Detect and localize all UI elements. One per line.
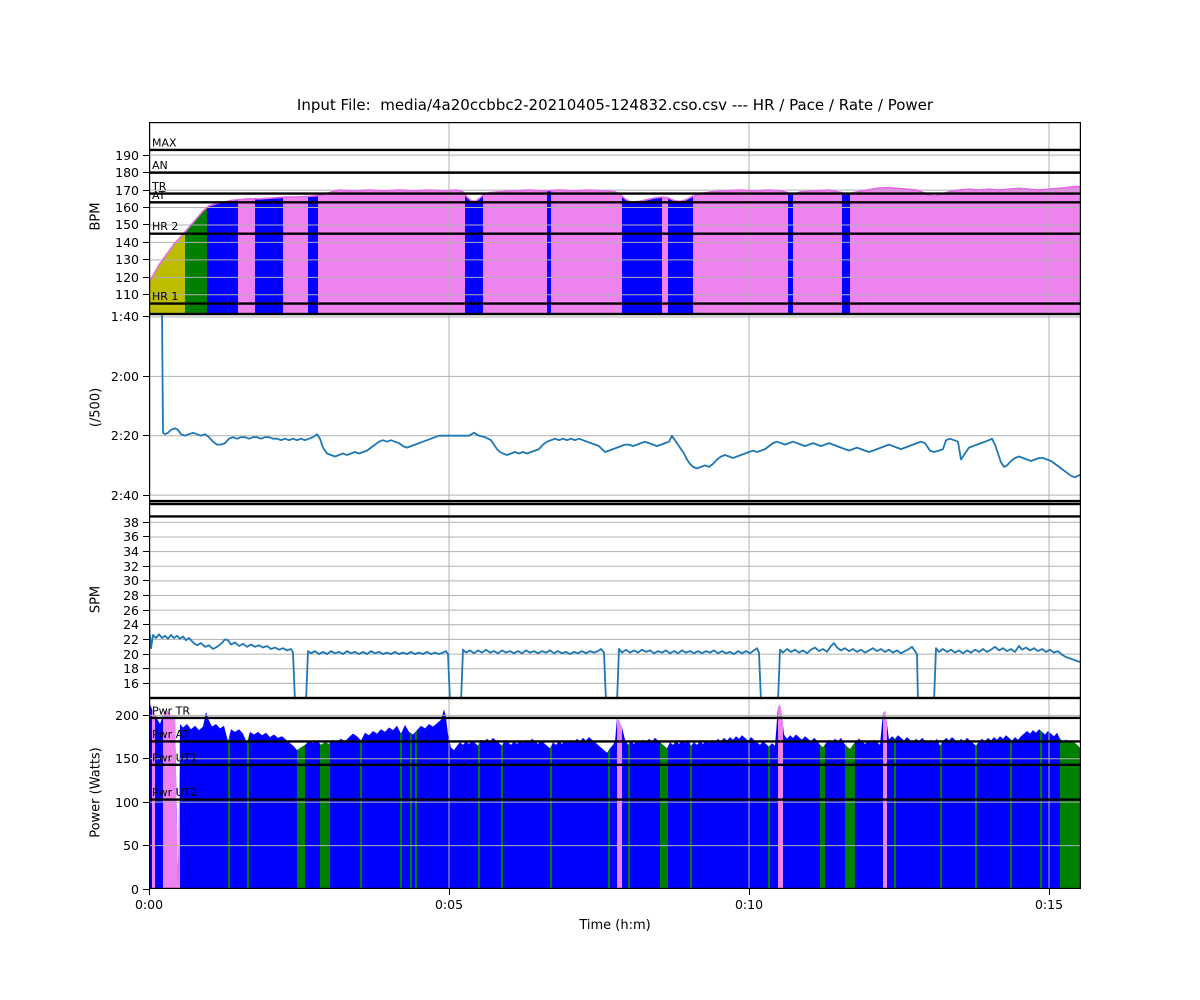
power-ytick-mark [143, 714, 149, 716]
stroke-rate-line [149, 623, 1081, 698]
x-tick-label: 0:10 [734, 897, 764, 912]
heart-rate-zone-label: HR 1 [152, 290, 178, 303]
heart-rate-ytick-label: 110 [115, 287, 139, 303]
stroke-rate-ytick-mark [143, 521, 149, 523]
heart-rate-ytick-label: 140 [115, 234, 139, 250]
stroke-rate-ytick-label: 30 [123, 573, 139, 589]
heart-rate-zone-label: AN [152, 159, 168, 172]
heart-rate-ytick-mark [143, 241, 149, 243]
power-ytick-mark [143, 801, 149, 803]
heart-rate-ytick-mark [143, 207, 149, 209]
pace-ytick-mark [143, 435, 149, 437]
x-tick-mark [748, 889, 750, 895]
power-ytick-mark [143, 845, 149, 847]
stroke-rate-ytick-label: 26 [123, 602, 139, 618]
stroke-rate-ytick-label: 28 [123, 588, 139, 603]
heart-rate-ytick-label: 170 [115, 182, 139, 198]
heart-rate-ytick-mark [143, 276, 149, 278]
pace-ytick-label: 2:00 [110, 368, 139, 384]
x-tick-label: 0:15 [1034, 897, 1064, 912]
x-tick-mark [148, 889, 150, 895]
heart-rate-ytick-label: 150 [115, 217, 139, 233]
heart-rate-zone-label: AT [152, 189, 166, 202]
stroke-rate-ytick-mark [143, 609, 149, 611]
heart-rate-ytick-mark [143, 294, 149, 296]
heart-rate-ytick-label: 130 [115, 252, 139, 268]
stroke-rate-ytick-label: 24 [123, 617, 139, 633]
stroke-rate-ytick-label: 32 [123, 558, 139, 574]
heart-rate-ytick-mark [143, 224, 149, 226]
stroke-rate-plot [149, 504, 1081, 698]
heart-rate-ytick-mark [143, 154, 149, 156]
stroke-rate-ytick-label: 18 [123, 661, 139, 677]
x-tick-label: 0:05 [434, 897, 464, 912]
heart-rate-ytick-label: 160 [115, 200, 139, 216]
x-tick-mark [1048, 889, 1050, 895]
stroke-rate-ytick-mark [143, 653, 149, 655]
power-zone-label: Pwr TR [152, 704, 190, 717]
stroke-rate-ytick-mark [143, 638, 149, 640]
heart-rate-ytick-label: 190 [115, 147, 139, 163]
x-axis-label: Time (h:m) [579, 918, 651, 933]
power-ytick-label: 100 [115, 794, 139, 810]
power-zone-label: Pwr AT [152, 728, 189, 741]
pace-plot [149, 314, 1081, 504]
stroke-rate-ytick-mark [143, 580, 149, 582]
stroke-rate-ytick-label: 38 [123, 514, 139, 530]
pace-ytick-label: 2:40 [110, 487, 139, 503]
stroke-rate-ytick-label: 34 [123, 544, 139, 560]
power-zone-label: Pwr UT1 [152, 751, 197, 764]
heart-rate-ytick-mark [143, 172, 149, 174]
stroke-rate-ytick-label: 36 [123, 529, 139, 545]
heart-rate-ytick-mark [143, 259, 149, 261]
pace-ytick-mark [143, 316, 149, 318]
power-plot: Pwr TR Pwr AT Pwr UT1 Pwr UT2 [149, 698, 1081, 889]
stroke-rate-ytick-mark [143, 668, 149, 670]
stroke-rate-ytick-mark [143, 595, 149, 596]
x-tick-mark [448, 889, 450, 895]
heart-rate-ytick-label: 180 [115, 165, 139, 181]
pace-line [161, 314, 1081, 479]
power-zone-area [149, 704, 1081, 889]
stroke-rate-ytick-label: 20 [123, 646, 139, 662]
power-ytick-mark [143, 888, 149, 890]
stroke-rate-ytick-mark [143, 536, 149, 538]
pace-ytick-label: 2:20 [110, 428, 139, 444]
heart-rate-zone-label: TR [151, 180, 167, 193]
heart-rate-ytick-mark [143, 189, 149, 191]
heart-rate-ytick-label: 120 [115, 269, 139, 285]
stroke-rate-ytick-mark [143, 682, 149, 684]
stroke-rate-ytick-mark [143, 565, 149, 567]
power-ytick-label: 50 [123, 838, 139, 854]
stroke-rate-ytick-mark [143, 624, 149, 626]
power-ytick-label: 200 [115, 707, 139, 723]
power-zone-label: Pwr UT2 [152, 786, 197, 799]
x-tick-label: 0:00 [134, 897, 164, 912]
power-ytick-label: 150 [115, 751, 139, 767]
stroke-rate-ytick-mark [143, 551, 149, 553]
pace-ytick-label: 1:40 [110, 309, 139, 325]
stroke-rate-ytick-label: 22 [123, 631, 139, 647]
power-ytick-mark [143, 758, 149, 760]
pace-ytick-mark [143, 494, 149, 496]
stroke-rate-ytick-label: 16 [123, 675, 139, 691]
heart-rate-zone-label: HR 2 [152, 220, 178, 233]
pace-ytick-mark [143, 375, 149, 377]
power-ytick-label: 0 [131, 881, 139, 897]
heart-rate-zone-label: MAX [152, 136, 177, 149]
chart-title: Input File: media/4a20ccbbc2-20210405-12… [296, 96, 934, 114]
